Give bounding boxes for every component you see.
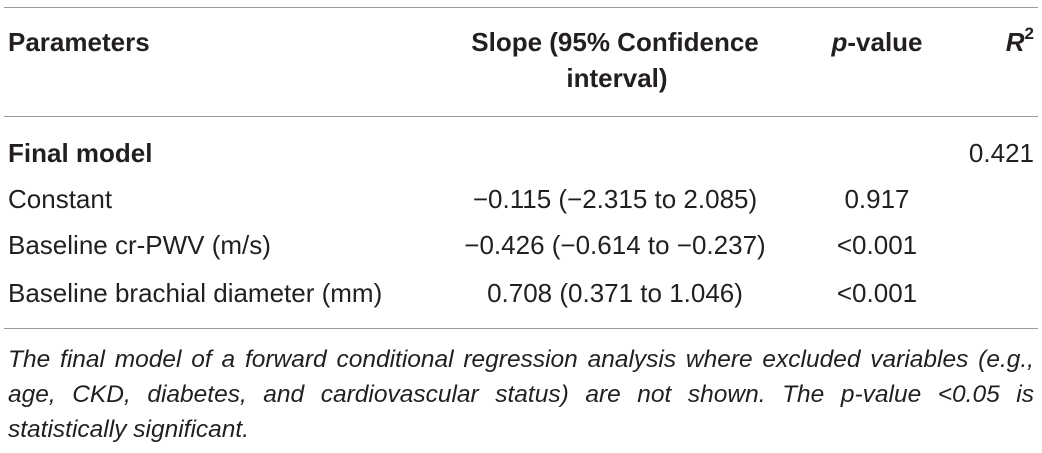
row-p-value: <0.001 bbox=[836, 230, 918, 260]
row-slope: −0.426 (−0.614 to −0.237) bbox=[464, 230, 766, 260]
group-r2-value: 0.421 bbox=[968, 138, 1034, 168]
group-final-model: Final model bbox=[8, 138, 153, 168]
header-r-squared: R2 bbox=[948, 25, 1034, 59]
header-p-italic: p bbox=[831, 27, 848, 57]
table-bottom-rule bbox=[4, 328, 1038, 329]
header-bottom-rule bbox=[4, 116, 1038, 117]
row-parameter: Baseline brachial diameter (mm) bbox=[8, 278, 383, 308]
row-slope: 0.708 (0.371 to 1.046) bbox=[487, 278, 743, 308]
header-p-value: p-value bbox=[804, 25, 950, 59]
row-p-value: 0.917 bbox=[844, 184, 910, 214]
header-p-rest: -value bbox=[847, 27, 923, 57]
table-footnote: The final model of a forward conditional… bbox=[8, 346, 1034, 443]
row-slope: −0.115 (−2.315 to 2.085) bbox=[472, 184, 758, 214]
header-r-letter: R bbox=[1005, 27, 1025, 57]
header-parameters: Parameters bbox=[8, 27, 150, 57]
row-p-value: <0.001 bbox=[836, 278, 918, 308]
row-parameter: Baseline cr-PWV (m/s) bbox=[8, 230, 271, 260]
header-slope-line1: Slope (95% Confidence bbox=[471, 27, 759, 57]
row-parameter: Constant bbox=[8, 184, 113, 214]
header-r-exponent: 2 bbox=[1024, 24, 1034, 44]
table-top-rule bbox=[4, 7, 1038, 8]
header-slope-line2: interval) bbox=[566, 63, 668, 93]
